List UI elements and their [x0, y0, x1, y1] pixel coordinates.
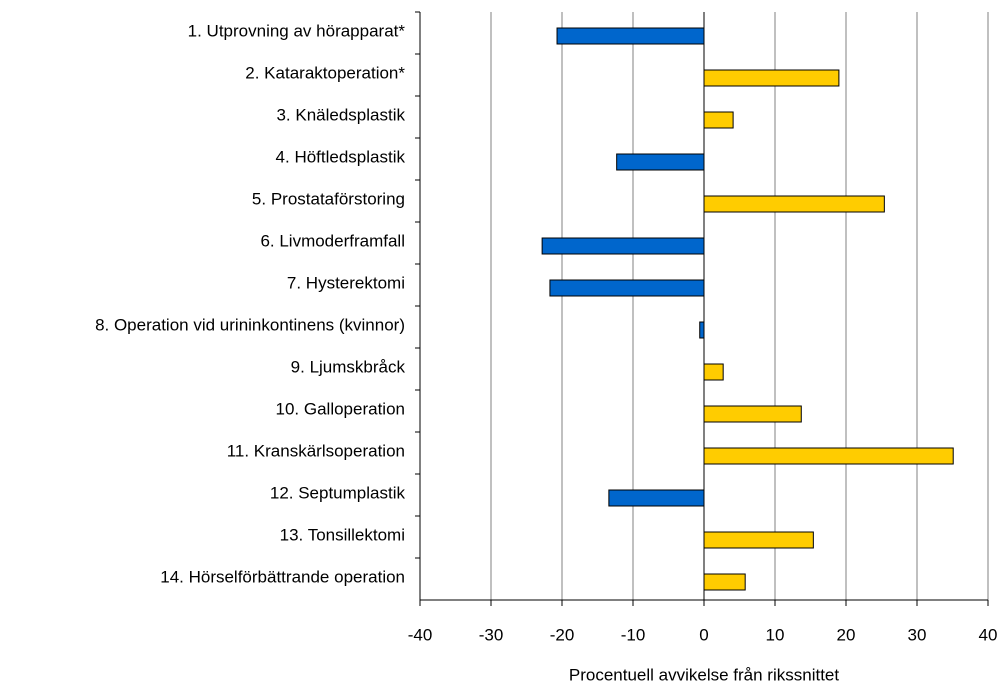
- x-tick-label: 30: [908, 625, 927, 644]
- y-tick-label: 11. Kranskärlsoperation: [227, 441, 405, 460]
- y-tick-label: 9. Ljumskbråck: [291, 357, 406, 376]
- y-tick-label: 6. Livmoderframfall: [260, 231, 405, 250]
- x-tick-label: -40: [408, 625, 433, 644]
- x-tick-label: -10: [621, 625, 646, 644]
- y-tick-label: 4. Höftledsplastik: [276, 147, 406, 166]
- bar: [541, 237, 705, 255]
- bar: [703, 363, 724, 381]
- y-tick-label: 3. Knäledsplastik: [276, 105, 405, 124]
- x-tick-label: 20: [837, 625, 856, 644]
- bar: [703, 447, 954, 465]
- bar: [699, 321, 705, 339]
- y-tick-label: 8. Operation vid urininkontinens (kvinno…: [95, 315, 405, 334]
- bar: [556, 27, 705, 45]
- x-axis-title: Procentuell avvikelse från rikssnittet: [569, 665, 840, 684]
- y-tick-label: 14. Hörselförbättrande operation: [160, 567, 405, 586]
- bar: [703, 405, 802, 423]
- y-tick-label: 12. Septumplastik: [270, 483, 406, 502]
- x-tick-label: 0: [699, 625, 708, 644]
- y-tick-label: 13. Tonsillektomi: [280, 525, 405, 544]
- x-tick-label: -20: [550, 625, 575, 644]
- y-tick-label: 5. Prostataförstoring: [252, 189, 405, 208]
- y-tick-label: 10. Galloperation: [276, 399, 405, 418]
- bar: [703, 531, 814, 549]
- bar: [703, 195, 885, 213]
- x-tick-label: 10: [766, 625, 785, 644]
- bar: [703, 573, 746, 591]
- bar: [703, 69, 840, 87]
- y-tick-label: 2. Kataraktoperation*: [245, 63, 405, 82]
- bar: [616, 153, 705, 171]
- x-tick-label: 40: [979, 625, 998, 644]
- bar: [549, 279, 705, 297]
- x-tick-label: -30: [479, 625, 504, 644]
- y-tick-label: 7. Hysterektomi: [287, 273, 405, 292]
- y-tick-label: 1. Utprovning av hörapparat*: [188, 21, 406, 40]
- bar: [703, 111, 734, 129]
- bar: [608, 489, 705, 507]
